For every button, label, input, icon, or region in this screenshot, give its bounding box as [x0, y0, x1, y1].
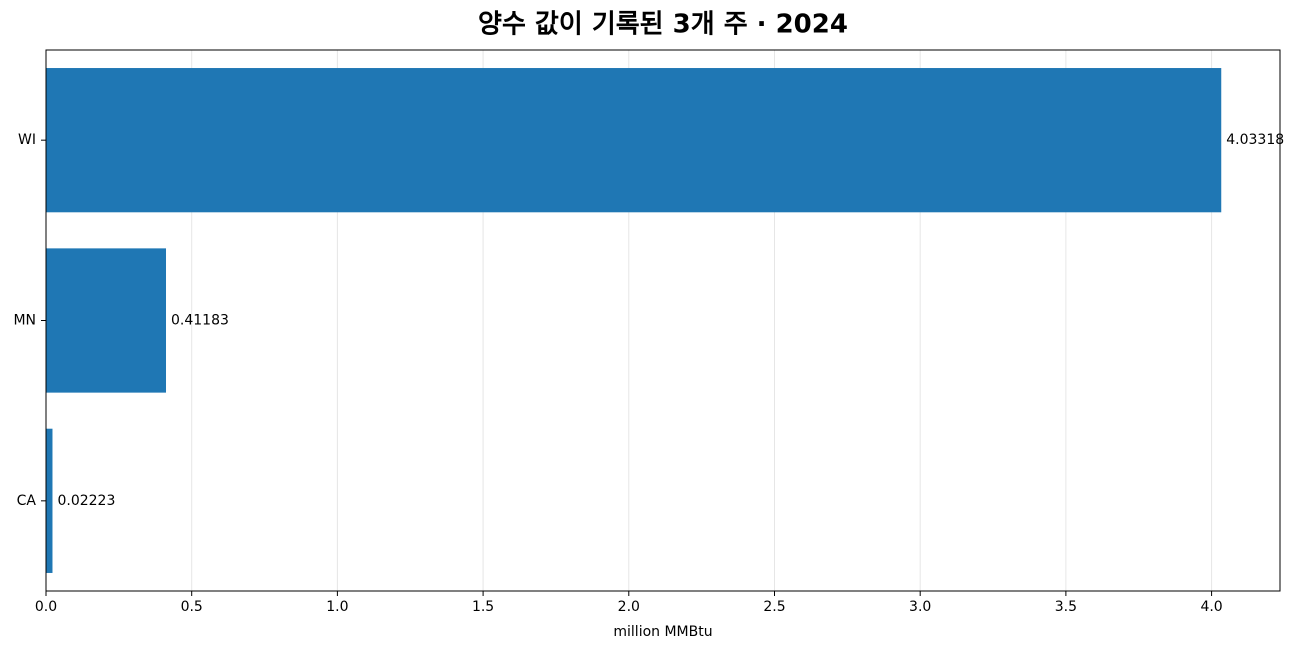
x-tick-label: 3.5 [1055, 599, 1077, 615]
bar [46, 428, 53, 573]
value-label: 4.03318 [1226, 132, 1284, 148]
chart-title: 양수 값이 기록된 3개 주 · 2024 [478, 10, 848, 40]
x-tick-label: 0.0 [35, 599, 57, 615]
x-tick-label: 3.0 [909, 599, 931, 615]
x-tick-label: 1.5 [472, 599, 494, 615]
value-label: 0.41183 [171, 313, 229, 329]
y-tick-label: WI [18, 132, 36, 148]
bar [46, 68, 1222, 213]
y-tick-label: MN [13, 313, 36, 329]
x-tick-label: 1.0 [326, 599, 348, 615]
x-tick-label: 4.0 [1200, 599, 1222, 615]
value-label: 0.02223 [57, 493, 115, 509]
plot-frame [45, 49, 1281, 592]
x-tick-label: 2.5 [763, 599, 785, 615]
x-tick-label: 2.0 [618, 599, 640, 615]
bar [46, 248, 167, 393]
y-tick-label: CA [17, 493, 37, 509]
x-axis-label: million MMBtu [613, 624, 712, 640]
x-tick-label: 0.5 [181, 599, 203, 615]
